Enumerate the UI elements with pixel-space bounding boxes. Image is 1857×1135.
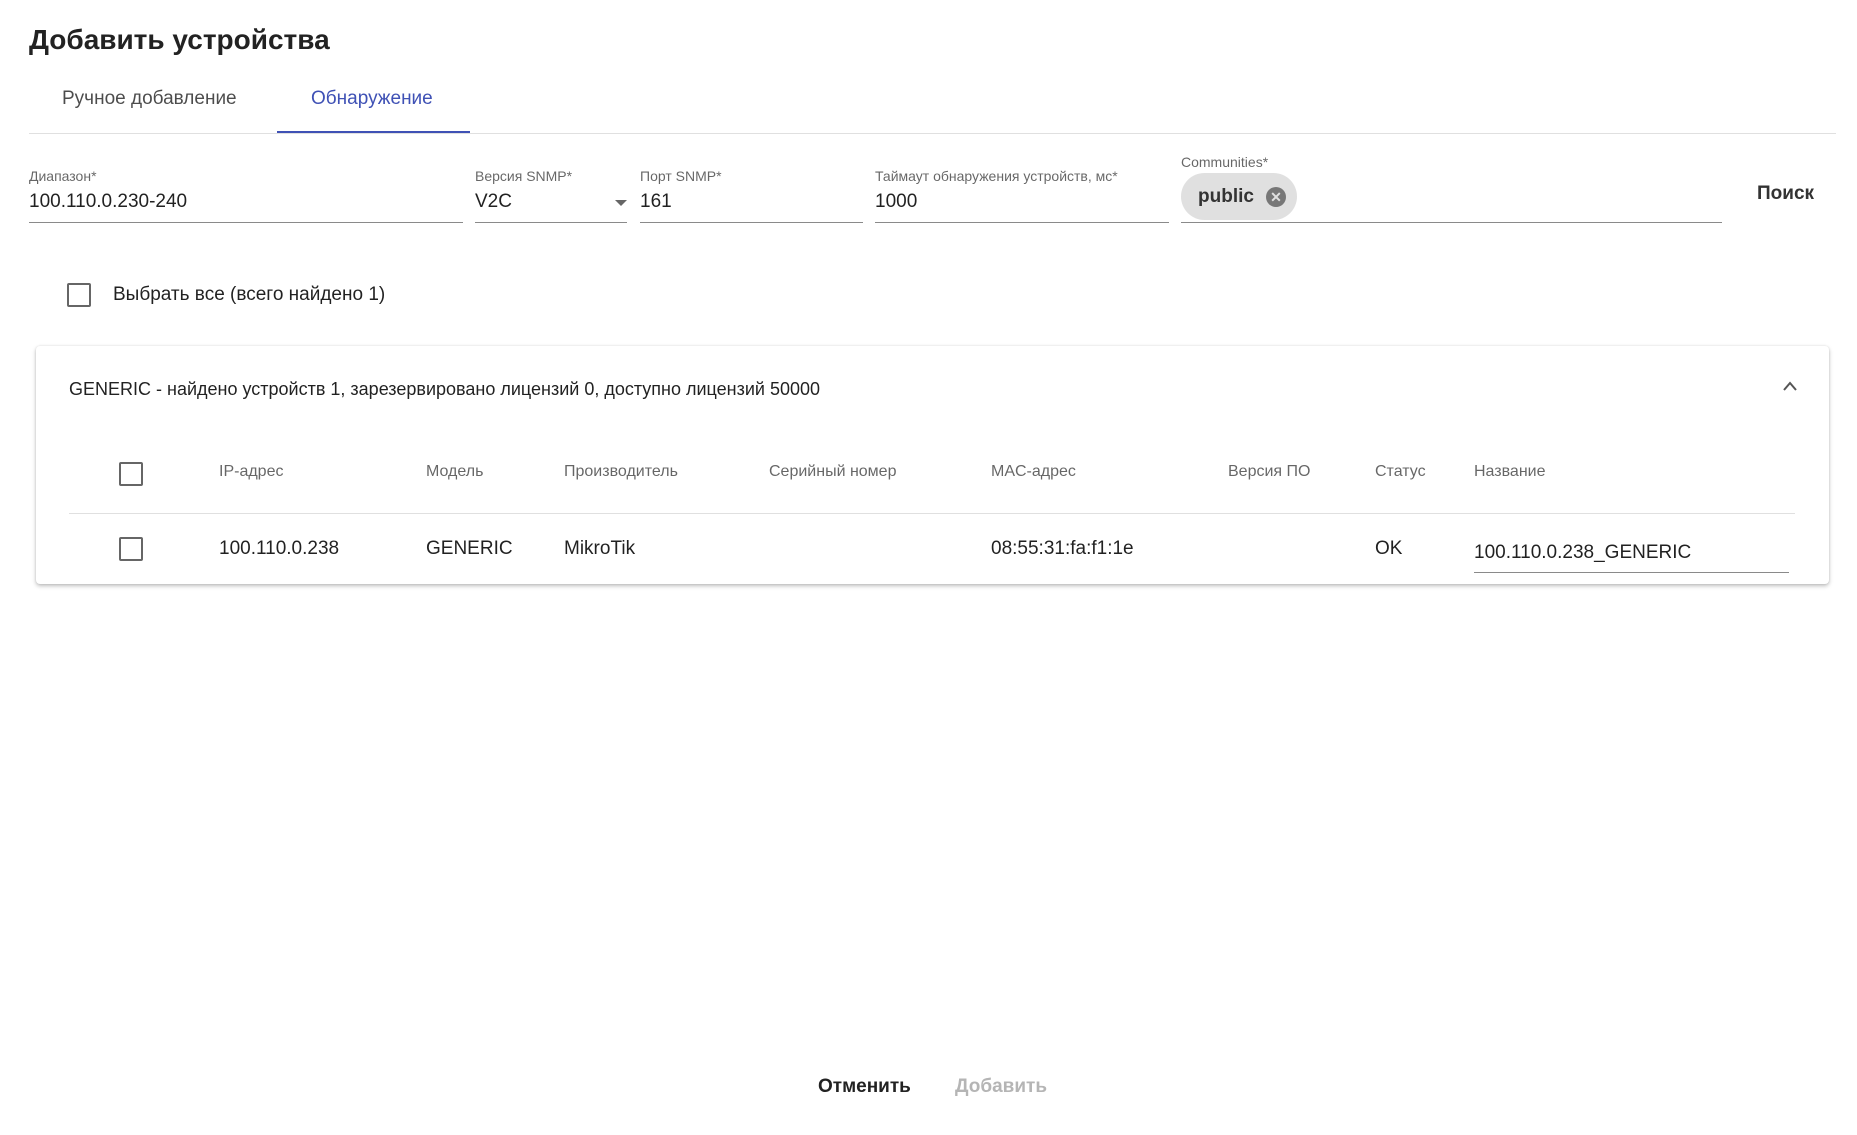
search-button[interactable]: Поиск: [1757, 183, 1815, 204]
snmp-version-select[interactable]: Версия SNMP* V2C: [475, 168, 627, 223]
table-divider: [69, 513, 1795, 514]
snmp-port-input[interactable]: 161: [640, 191, 672, 212]
tab-discovery[interactable]: Обнаружение: [311, 88, 433, 109]
column-header-name: Название: [1474, 463, 1546, 480]
chip-remove-icon[interactable]: ✕: [1265, 186, 1286, 207]
add-button[interactable]: Добавить: [955, 1076, 1048, 1097]
select-all-label: Выбрать все (всего найдено 1): [113, 284, 386, 305]
active-tab-indicator: [277, 131, 470, 133]
cell-vendor: MikroTik: [564, 538, 636, 559]
column-header-vendor: Производитель: [564, 463, 678, 480]
range-field[interactable]: Диапазон* 100.110.0.230-240: [29, 168, 463, 223]
column-header-mac: MAC-адрес: [991, 463, 1076, 480]
select-group-checkbox[interactable]: [119, 462, 143, 486]
timeout-field[interactable]: Таймаут обнаружения устройств, мс* 1000: [875, 168, 1169, 223]
cancel-button[interactable]: Отменить: [818, 1076, 911, 1097]
chevron-up-icon[interactable]: [1782, 380, 1798, 392]
column-header-ip: IP-адрес: [219, 463, 284, 480]
snmp-version-label: Версия SNMP*: [475, 168, 573, 184]
communities-field[interactable]: Communities*: [1181, 154, 1722, 223]
range-label: Диапазон*: [29, 168, 97, 184]
column-header-status: Статус: [1375, 463, 1426, 480]
row-checkbox[interactable]: [119, 537, 143, 561]
tab-manual[interactable]: Ручное добавление: [62, 88, 237, 109]
name-input[interactable]: 100.110.0.238_GENERIC: [1474, 542, 1789, 573]
device-group-panel: [36, 346, 1829, 584]
community-chip: public ✕: [1181, 173, 1297, 220]
communities-label: Communities*: [1181, 154, 1269, 170]
group-header[interactable]: GENERIC - найдено устройств 1, зарезерви…: [69, 379, 821, 399]
chip-label: public: [1198, 185, 1254, 207]
tabs-divider: [29, 133, 1836, 134]
cell-mac: 08:55:31:fa:f1:1e: [991, 538, 1134, 559]
select-all-checkbox[interactable]: [67, 283, 91, 307]
timeout-label: Таймаут обнаружения устройств, мс*: [875, 168, 1118, 184]
snmp-port-label: Порт SNMP*: [640, 168, 722, 184]
snmp-port-field[interactable]: Порт SNMP* 161: [640, 168, 863, 223]
cell-ip: 100.110.0.238: [219, 538, 340, 559]
cell-model: GENERIC: [426, 538, 513, 559]
column-header-model: Модель: [426, 463, 484, 480]
column-header-firmware: Версия ПО: [1228, 463, 1311, 480]
page-title: Добавить устройства: [29, 24, 330, 55]
timeout-input[interactable]: 1000: [875, 191, 918, 212]
column-header-serial: Серийный номер: [769, 463, 897, 480]
snmp-version-value[interactable]: V2C: [475, 191, 512, 212]
range-input[interactable]: 100.110.0.230-240: [29, 191, 188, 212]
cell-status: OK: [1375, 538, 1403, 559]
dropdown-arrow-icon[interactable]: [615, 200, 627, 206]
